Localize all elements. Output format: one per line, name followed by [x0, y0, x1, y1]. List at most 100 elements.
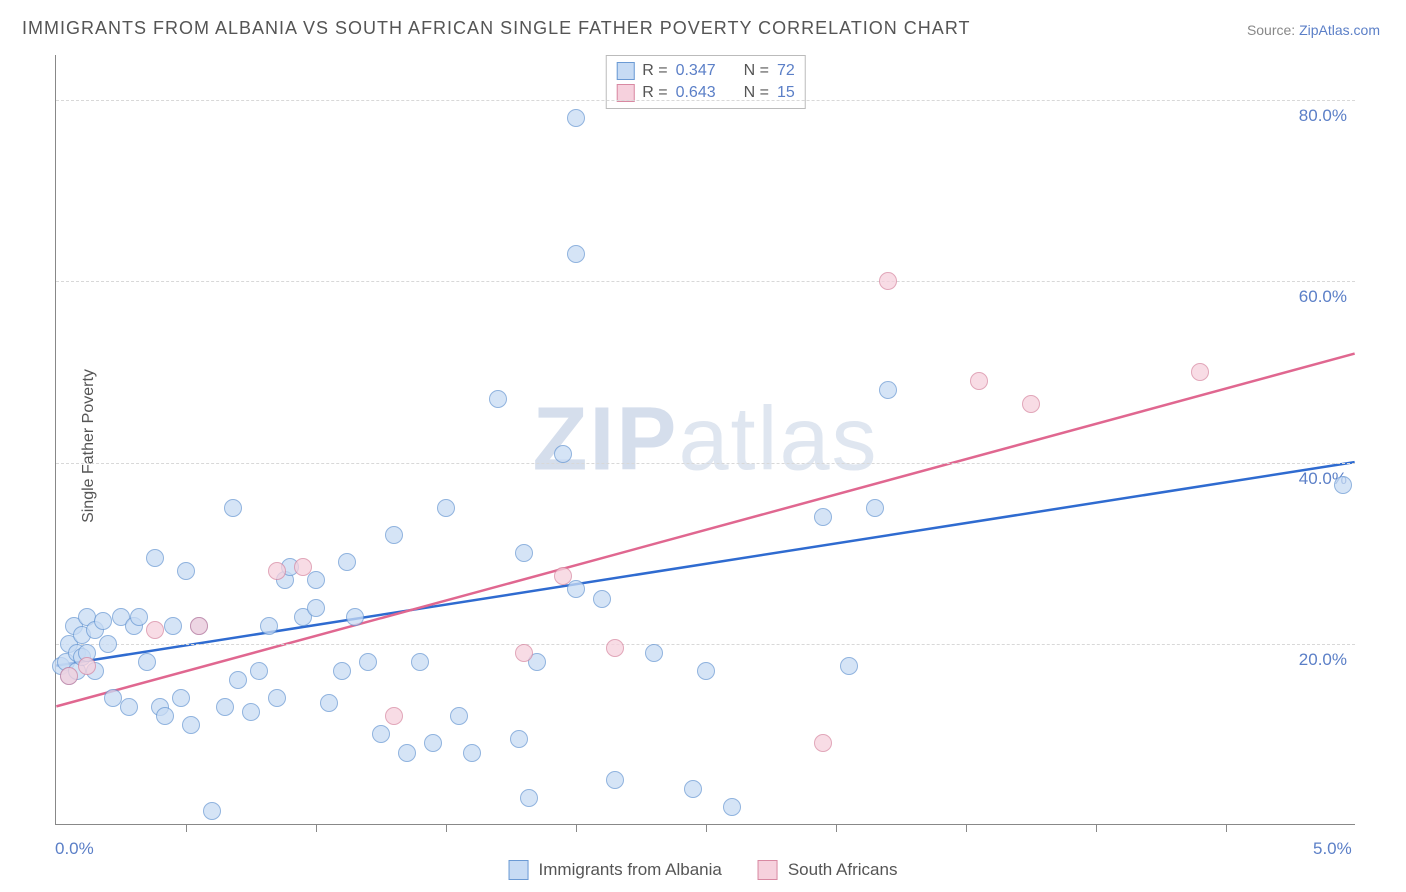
gridline: [56, 463, 1355, 464]
scatter-point: [515, 544, 533, 562]
scatter-point: [190, 617, 208, 635]
legend-swatch: [509, 860, 529, 880]
gridline: [56, 644, 1355, 645]
x-minor-tick: [576, 824, 577, 832]
trend-line: [56, 462, 1354, 666]
scatter-point: [398, 744, 416, 762]
series-legend-item: Immigrants from Albania: [509, 860, 722, 880]
scatter-point: [1191, 363, 1209, 381]
scatter-point: [520, 789, 538, 807]
scatter-point: [840, 657, 858, 675]
scatter-point: [307, 571, 325, 589]
scatter-point: [879, 272, 897, 290]
scatter-point: [346, 608, 364, 626]
scatter-point: [879, 381, 897, 399]
x-minor-tick: [316, 824, 317, 832]
y-tick-label: 80.0%: [1299, 106, 1347, 126]
scatter-point: [268, 689, 286, 707]
series-legend: Immigrants from Albania South Africans: [509, 860, 898, 880]
scatter-point: [320, 694, 338, 712]
scatter-point: [866, 499, 884, 517]
scatter-point: [294, 558, 312, 576]
scatter-point: [182, 716, 200, 734]
scatter-point: [372, 725, 390, 743]
watermark: ZIPatlas: [532, 388, 878, 491]
legend-n-value: 72: [777, 62, 795, 80]
legend-swatch: [616, 62, 634, 80]
scatter-point: [224, 499, 242, 517]
scatter-point: [307, 599, 325, 617]
scatter-point: [450, 707, 468, 725]
source-label: Source:: [1247, 22, 1295, 38]
scatter-point: [130, 608, 148, 626]
scatter-point: [606, 771, 624, 789]
y-tick-label: 20.0%: [1299, 650, 1347, 670]
legend-swatch: [758, 860, 778, 880]
x-minor-tick: [706, 824, 707, 832]
x-tick-label: 0.0%: [55, 839, 94, 859]
scatter-point: [203, 802, 221, 820]
gridline: [56, 281, 1355, 282]
scatter-point: [94, 612, 112, 630]
x-minor-tick: [966, 824, 967, 832]
x-minor-tick: [836, 824, 837, 832]
scatter-point: [146, 549, 164, 567]
scatter-point: [554, 445, 572, 463]
scatter-point: [78, 657, 96, 675]
scatter-point: [172, 689, 190, 707]
scatter-point: [1334, 476, 1352, 494]
scatter-point: [515, 644, 533, 662]
series-legend-label: Immigrants from Albania: [539, 860, 722, 880]
x-minor-tick: [1226, 824, 1227, 832]
scatter-point: [138, 653, 156, 671]
gridline: [56, 100, 1355, 101]
scatter-point: [242, 703, 260, 721]
x-minor-tick: [446, 824, 447, 832]
legend-r-label: R =: [642, 62, 667, 80]
scatter-point: [250, 662, 268, 680]
scatter-point: [411, 653, 429, 671]
trend-line: [56, 354, 1354, 707]
scatter-point: [268, 562, 286, 580]
scatter-point: [567, 109, 585, 127]
scatter-point: [99, 635, 117, 653]
scatter-point: [424, 734, 442, 752]
source-attribution: Source: ZipAtlas.com: [1247, 22, 1380, 38]
scatter-point: [697, 662, 715, 680]
scatter-point: [814, 508, 832, 526]
scatter-point: [606, 639, 624, 657]
watermark-zip: ZIP: [532, 389, 678, 489]
scatter-point: [60, 667, 78, 685]
scatter-point: [260, 617, 278, 635]
scatter-point: [814, 734, 832, 752]
scatter-point: [489, 390, 507, 408]
scatter-point: [120, 698, 138, 716]
source-link[interactable]: ZipAtlas.com: [1299, 22, 1380, 38]
scatter-point: [156, 707, 174, 725]
scatter-point: [567, 245, 585, 263]
x-tick-label: 5.0%: [1313, 839, 1352, 859]
scatter-point: [684, 780, 702, 798]
watermark-atlas: atlas: [678, 389, 878, 489]
scatter-point: [1022, 395, 1040, 413]
scatter-point: [229, 671, 247, 689]
y-tick-label: 60.0%: [1299, 287, 1347, 307]
plot-area: ZIPatlas R =0.347N =72R =0.643N =15 20.0…: [55, 55, 1355, 825]
x-minor-tick: [1096, 824, 1097, 832]
scatter-point: [359, 653, 377, 671]
scatter-point: [510, 730, 528, 748]
scatter-point: [385, 707, 403, 725]
scatter-point: [216, 698, 234, 716]
x-minor-tick: [186, 824, 187, 832]
scatter-point: [177, 562, 195, 580]
legend-row: R =0.347N =72: [616, 60, 795, 82]
series-legend-item: South Africans: [758, 860, 898, 880]
scatter-point: [593, 590, 611, 608]
legend-n-label: N =: [744, 62, 769, 80]
scatter-point: [146, 621, 164, 639]
chart-title: IMMIGRANTS FROM ALBANIA VS SOUTH AFRICAN…: [22, 18, 970, 39]
scatter-point: [567, 580, 585, 598]
scatter-point: [338, 553, 356, 571]
scatter-point: [437, 499, 455, 517]
scatter-point: [723, 798, 741, 816]
